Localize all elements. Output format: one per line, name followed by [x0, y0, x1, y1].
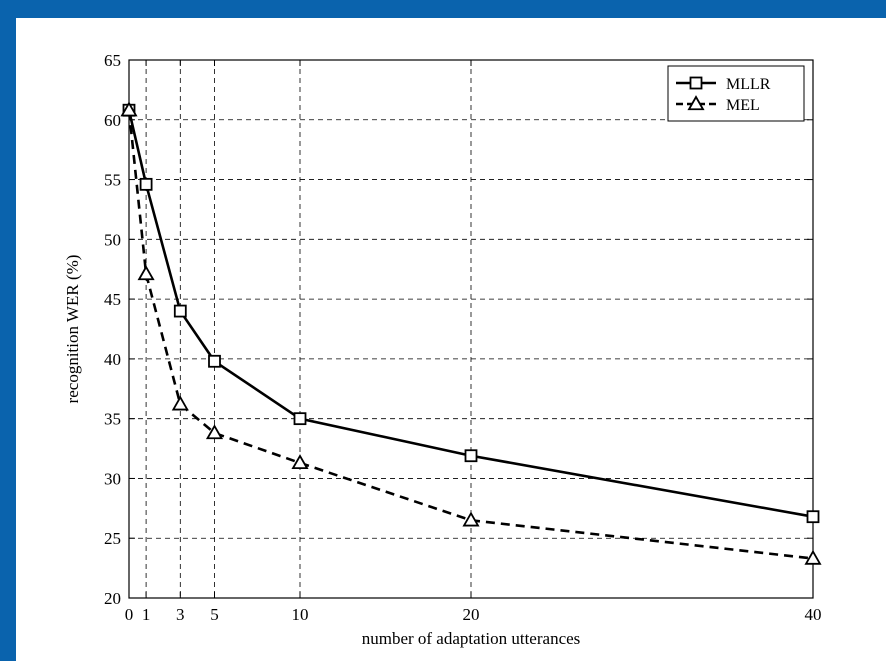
y-tick-label: 45 [104, 290, 121, 309]
data-point-mel [462, 511, 480, 527]
data-point-mllr [208, 354, 221, 368]
data-point-mllr [806, 510, 820, 524]
legend-marker-mllr [689, 76, 703, 90]
data-point-mel [205, 424, 224, 440]
x-axis-ticks: 0 1 3 5 10 20 40 [125, 60, 822, 624]
y-tick-label: 20 [104, 589, 121, 608]
legend-box [667, 65, 805, 122]
x-tick-label: 0 [125, 605, 134, 624]
data-point-mel [291, 454, 309, 470]
y-axis-ticks: 20 25 30 35 40 45 50 55 60 65 [104, 51, 813, 608]
y-tick-label: 55 [104, 171, 121, 190]
y-tick-label: 60 [104, 111, 121, 130]
legend: MLLR MEL [667, 65, 805, 122]
legend-marker-mel [687, 95, 705, 111]
y-tick-label: 35 [104, 410, 121, 429]
x-tick-label: 5 [210, 605, 219, 624]
data-point-mel [120, 101, 138, 117]
y-tick-label: 25 [104, 529, 121, 548]
series-mel [120, 101, 822, 565]
figure-panel: 20 25 30 35 40 45 50 55 60 65 0 1 3 5 10 20 40 number o… [16, 18, 886, 661]
y-tick-label: 50 [104, 230, 121, 249]
series-layer [120, 101, 822, 565]
legend-item-mllr: MLLR [676, 76, 771, 93]
data-point-mllr [173, 304, 187, 318]
data-point-mel [171, 395, 189, 411]
x-axis-label: number of adaptation utterances [362, 629, 581, 648]
data-point-mel [137, 265, 155, 281]
x-tick-label: 3 [176, 605, 185, 624]
legend-label-mel: MEL [726, 97, 760, 114]
x-tick-label: 1 [142, 605, 151, 624]
x-tick-label: 40 [805, 605, 822, 624]
data-point-mllr [139, 177, 153, 191]
y-tick-label: 65 [104, 51, 121, 70]
legend-items: MLLR MEL [676, 76, 771, 114]
data-point-mllr [464, 449, 478, 463]
data-point-mllr [293, 412, 307, 426]
data-point-mel [804, 549, 822, 565]
y-tick-label: 40 [104, 350, 121, 369]
y-axis-label: recognition WER (%) [63, 255, 82, 404]
legend-item-mel: MEL [676, 95, 760, 114]
y-tick-label: 30 [104, 469, 121, 488]
x-tick-label: 20 [463, 605, 480, 624]
legend-label-mllr: MLLR [726, 76, 771, 93]
x-tick-label: 10 [292, 605, 309, 624]
